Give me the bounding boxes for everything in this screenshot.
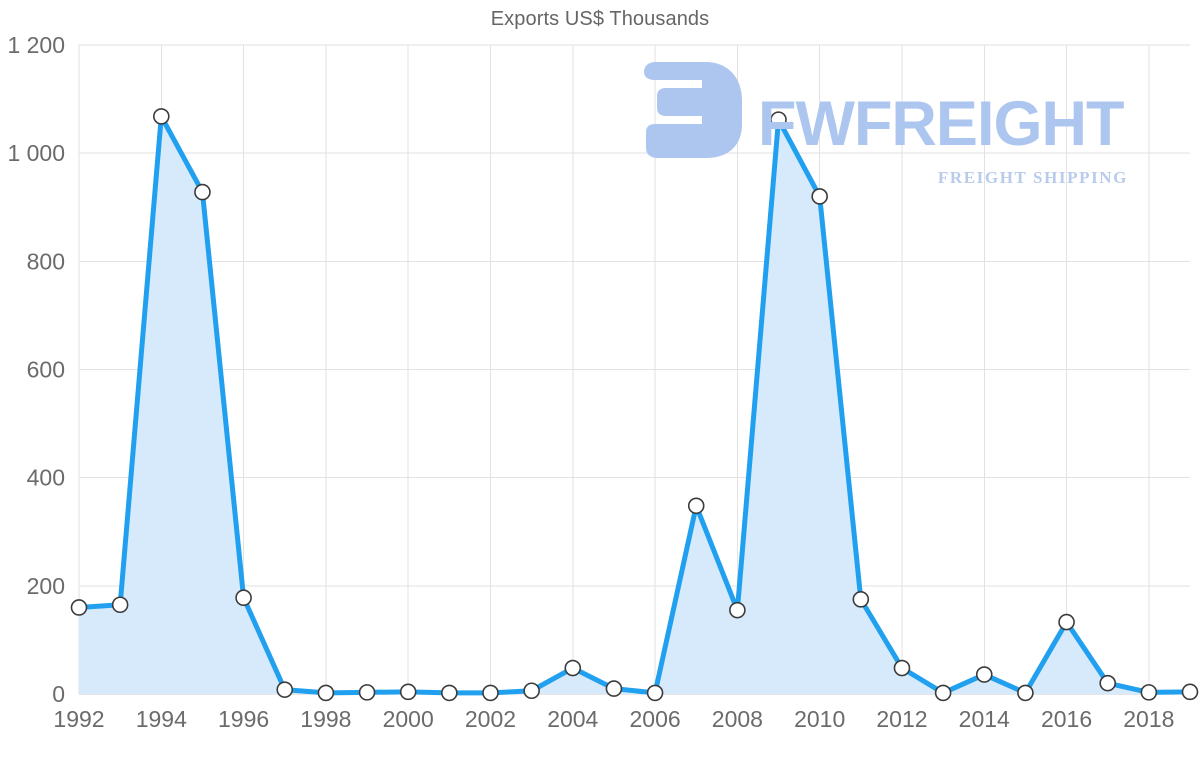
data-point-marker[interactable]: [811, 188, 828, 205]
data-point-marker[interactable]: [1017, 684, 1034, 702]
data-point-marker[interactable]: [317, 684, 335, 702]
data-point-marker[interactable]: [893, 659, 911, 677]
data-point-marker[interactable]: [729, 601, 746, 619]
data-point-marker[interactable]: [1058, 613, 1075, 631]
data-point-marker[interactable]: [276, 681, 294, 698]
x-axis-tick-label: 2006: [629, 706, 680, 732]
data-point-marker[interactable]: [153, 108, 170, 125]
data-point-marker[interactable]: [770, 111, 787, 128]
data-point-marker[interactable]: [852, 591, 870, 608]
y-axis-tick-label: 400: [27, 465, 65, 491]
y-axis-tick-label: 600: [27, 357, 65, 383]
x-axis-tick-label: 1996: [218, 706, 269, 732]
data-point-marker[interactable]: [358, 684, 376, 701]
y-axis-labels: 0 200 400 600 800 1 000 1 200: [7, 32, 65, 707]
data-point-marker[interactable]: [687, 497, 705, 515]
x-axis-tick-label: 2016: [1041, 706, 1092, 732]
data-point-marker[interactable]: [399, 683, 417, 701]
data-point-marker[interactable]: [646, 684, 664, 702]
series-line: [76, 113, 1193, 696]
x-axis-tick-label: 2002: [465, 706, 516, 732]
data-point-markers: [70, 108, 1199, 702]
data-point-marker[interactable]: [1181, 683, 1199, 701]
data-point-marker[interactable]: [235, 589, 252, 607]
x-axis-tick-label: 1992: [53, 706, 104, 732]
x-axis-tick-label: 1998: [300, 706, 351, 732]
data-point-marker[interactable]: [1140, 684, 1158, 701]
y-axis-tick-label: 200: [27, 573, 65, 599]
data-point-marker[interactable]: [1099, 674, 1116, 692]
data-point-marker[interactable]: [70, 599, 88, 616]
y-axis-tick-label: 0: [52, 681, 65, 707]
x-axis-tick-label: 2010: [794, 706, 845, 732]
y-axis-tick-label: 1 200: [7, 32, 65, 58]
x-axis-tick-label: 2000: [383, 706, 434, 732]
chart-title: Exports US$ Thousands: [490, 8, 710, 30]
data-point-marker[interactable]: [605, 680, 623, 697]
data-point-marker[interactable]: [441, 684, 458, 702]
x-axis-tick-label: 1994: [136, 706, 187, 732]
x-axis-tick-label: 2004: [547, 706, 598, 732]
data-point-marker[interactable]: [523, 682, 540, 700]
y-axis-tick-label: 1 000: [7, 140, 65, 166]
y-axis-tick-label: 800: [27, 248, 65, 274]
data-point-marker[interactable]: [482, 684, 499, 702]
x-axis-labels: 1992 1994 1996 1998 2000 2002 2004 2006 2008 2010…: [53, 706, 1174, 732]
data-point-marker[interactable]: [194, 183, 211, 201]
data-point-marker[interactable]: [111, 596, 129, 614]
x-axis-tick-label: 2012: [876, 706, 927, 732]
data-point-marker[interactable]: [975, 666, 993, 683]
x-axis-tick-label: 2008: [712, 706, 763, 732]
x-axis-tick-label: 2014: [959, 706, 1010, 732]
data-point-marker[interactable]: [564, 659, 582, 677]
data-point-marker[interactable]: [934, 684, 952, 702]
x-axis-tick-label: 2018: [1123, 706, 1174, 732]
